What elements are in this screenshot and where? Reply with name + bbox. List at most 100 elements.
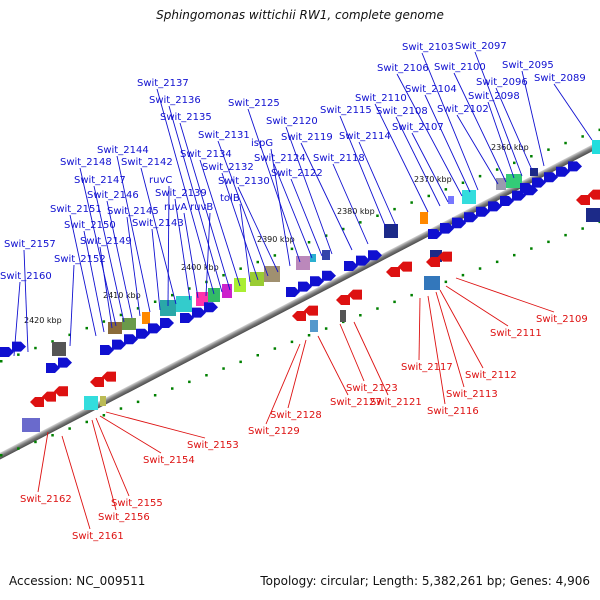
reverse-gene-label: Swit_2121 [370, 397, 422, 408]
tick-dot [495, 168, 499, 171]
callout-line [95, 417, 130, 497]
tick-dot [478, 267, 482, 270]
forward-gene-label: Swit_2131 [198, 130, 250, 141]
tick-dot [513, 253, 516, 257]
callout-line [199, 159, 241, 287]
callout-line [353, 321, 389, 396]
forward-gene-arrow [298, 281, 312, 292]
forward-gene-label: Swit_2115 [320, 105, 372, 116]
tick-dot [34, 346, 37, 350]
forward-gene-label: Swit_2107 [392, 122, 444, 133]
forward-gene-arrow [476, 206, 490, 217]
forward-gene-arrow [112, 339, 126, 350]
forward-gene-label: Swit_2136 [149, 95, 201, 106]
tick-dot [461, 273, 465, 277]
forward-gene-label: tolB [220, 193, 240, 204]
tick-dot [290, 247, 294, 251]
tick-dot [256, 260, 259, 264]
forward-gene-label: Swit_2142 [121, 157, 173, 168]
callout-line [273, 163, 313, 259]
tick-dot [102, 414, 106, 417]
forward-gene-arrow [428, 229, 442, 239]
forward-gene-label: Swit_2110 [355, 93, 407, 104]
kbp-label: 2420 kbp [24, 316, 62, 325]
reverse-gene-arrow [588, 189, 600, 200]
forward-gene-label: Swit_2157 [4, 239, 56, 250]
callout-line [287, 339, 307, 409]
callout-line [13, 281, 21, 357]
forward-gene-arrow [322, 270, 336, 281]
reverse-gene-arrow [438, 251, 452, 262]
tick-dot [171, 293, 174, 297]
reverse-gene-label: Swit_2127 [330, 397, 382, 408]
forward-gene-label: Swit_2125 [228, 98, 280, 109]
forward-gene-label: Swit_2097 [455, 41, 507, 52]
feature-block [592, 140, 600, 154]
forward-gene-arrow [440, 223, 454, 233]
callout-line [174, 198, 191, 301]
reverse-gene-arrow [336, 295, 350, 305]
kbp-label: 2390 kbp [257, 235, 295, 244]
callout-line [395, 116, 441, 207]
feature-block [142, 312, 150, 324]
callout-line [105, 411, 206, 439]
forward-gene-label: Swit_2104 [405, 84, 457, 95]
callout-line [99, 246, 113, 329]
tick-dot [51, 434, 54, 437]
forward-gene-label: Swit_2149 [80, 236, 132, 247]
callout-line [300, 142, 353, 251]
forward-gene-label: ruvC [149, 175, 172, 186]
reverse-gene-label: Swit_2154 [143, 455, 195, 466]
feature-block [250, 272, 264, 286]
kbp-label: 2360 kbp [491, 143, 529, 152]
reverse-gene-label: Swit_2113 [446, 389, 498, 400]
reverse-gene-arrow [54, 386, 68, 397]
forward-gene-label: Swit_2145 [107, 206, 159, 217]
forward-gene-arrow [464, 212, 478, 223]
tick-dot [581, 135, 584, 138]
tick-dot [188, 287, 191, 290]
forward-gene-arrow [148, 323, 162, 334]
forward-gene-label: Swit_2148 [60, 157, 112, 168]
kbp-labels: 2360 kbp 2370 kbp 2380 kbp 2390 kbp 2400 kbp… [24, 143, 529, 325]
callout-line [106, 200, 133, 319]
callout-line [23, 249, 29, 353]
forward-gene-label: Swit_2103 [402, 42, 454, 53]
callout-line [183, 212, 199, 299]
tick-dot [564, 141, 567, 145]
reverse-gene-label: Swit_2111 [490, 328, 542, 339]
reverse-gene-label: Swit_2155 [111, 498, 163, 509]
tick-dot [171, 387, 174, 390]
feature-block [310, 254, 316, 262]
forward-gene-label: Swit_2108 [376, 106, 428, 117]
callout-line [126, 216, 141, 317]
forward-gene-arrow [136, 328, 150, 339]
forward-gene-label: Swit_2122 [271, 168, 323, 179]
accession-label: Accession: NC_009511 [9, 574, 146, 588]
tick-dot [153, 300, 157, 303]
forward-gene-label: Swit_2143 [132, 218, 184, 229]
reverse-gene-label: Swit_2129 [248, 426, 300, 437]
forward-gene-arrow [100, 345, 114, 355]
forward-gene-label: Swit_2146 [87, 190, 139, 201]
forward-gene-label: Swit_2132 [202, 162, 254, 173]
forward-arrows [0, 161, 582, 373]
forward-gene-label: Swit_2106 [377, 63, 429, 74]
callout-line [374, 103, 429, 213]
callout-line [61, 435, 91, 530]
feature-block [448, 196, 454, 204]
forward-gene-arrow [192, 307, 206, 318]
callout-line [93, 185, 125, 323]
callout-line [427, 295, 446, 405]
reverse-gene-arrow [42, 391, 56, 402]
forward-gene-label: Swit_2102 [437, 104, 489, 115]
tick-dot [136, 400, 140, 404]
kbp-label: 2380 kbp [337, 207, 375, 216]
tick-dot [495, 260, 499, 264]
feature-block [424, 276, 440, 290]
forward-gene-arrow [488, 201, 502, 212]
kbp-label: 2370 kbp [414, 175, 452, 184]
tick-dot [547, 240, 550, 244]
callout-line [421, 52, 479, 191]
